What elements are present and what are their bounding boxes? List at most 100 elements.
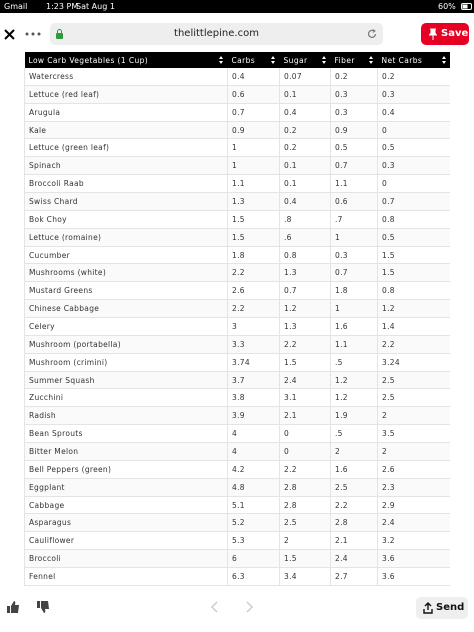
- value-cell: 0.8: [279, 246, 331, 265]
- header-label: Sugar: [283, 55, 308, 65]
- value-cell: 4: [227, 442, 280, 461]
- forward-arrow[interactable]: [246, 601, 254, 613]
- table-row: Fennel 6.3 3.4 2.7 3.6: [24, 567, 450, 586]
- close-button[interactable]: [4, 29, 15, 40]
- value-cell: 2.2: [227, 299, 280, 319]
- vegetable-cell: Chinese Cabbage: [24, 299, 228, 319]
- thumbs-up[interactable]: [6, 600, 20, 614]
- url-text: thelittlepine.com: [174, 28, 259, 39]
- sort-down-icon: [218, 61, 223, 64]
- sort-up-icon: [368, 56, 373, 59]
- value-cell: 1.5: [377, 263, 450, 283]
- value-cell: 2.2: [377, 335, 450, 354]
- sort-down-icon: [441, 61, 446, 64]
- sort-down-icon: [270, 61, 275, 64]
- column-header[interactable]: Carbs: [227, 52, 280, 68]
- vegetable-cell: Zucchini: [24, 388, 228, 408]
- vegetable-cell: Mustard Greens: [24, 281, 228, 301]
- column-header[interactable]: Fiber: [330, 52, 378, 68]
- value-cell: .8: [279, 210, 331, 229]
- value-cell: 1.1: [330, 174, 378, 194]
- vegetable-cell: Broccoli: [24, 549, 228, 569]
- value-cell: 1.4: [377, 317, 450, 336]
- nutrition-table: Low Carb Vegetables (1 Cup) Carbs Sugar Fib…: [24, 52, 450, 586]
- vegetable-cell: Bitter Melon: [24, 442, 228, 461]
- value-cell: 1.3: [279, 317, 331, 336]
- menu-button[interactable]: [25, 32, 41, 36]
- column-header[interactable]: Net Carbs: [377, 52, 450, 68]
- save-label: Save: [441, 28, 469, 39]
- value-cell: 1.1: [227, 174, 280, 194]
- table-row: Lettuce (green leaf) 1 0.2 0.5 0.5: [24, 138, 450, 158]
- value-cell: 1.2: [330, 371, 378, 390]
- value-cell: 1.1: [330, 335, 378, 354]
- value-cell: 0.5: [330, 138, 378, 158]
- column-header[interactable]: Low Carb Vegetables (1 Cup): [24, 52, 228, 68]
- value-cell: 3.2: [377, 531, 450, 551]
- value-cell: 2.5: [279, 513, 331, 533]
- value-cell: 2.8: [330, 513, 378, 533]
- vegetable-cell: Arugula: [24, 103, 228, 122]
- thumbs-down[interactable]: [36, 600, 50, 614]
- table-body: Watercress 0.4 0.07 0.2 0.2 Lettuce (red leaf…: [24, 68, 450, 586]
- value-cell: 0.4: [279, 192, 331, 211]
- value-cell: 2.7: [330, 567, 378, 586]
- value-cell: 0.9: [227, 121, 280, 140]
- status-bar: Gmail 1:23 PM Sat Aug 1 60%: [0, 0, 474, 13]
- vegetable-cell: Lettuce (green leaf): [24, 138, 228, 158]
- value-cell: 0.6: [330, 192, 378, 211]
- table-row: Eggplant 4.8 2.8 2.5 2.3: [24, 478, 450, 497]
- table-row: Cucumber 1.8 0.8 0.3 1.5: [24, 246, 450, 265]
- table-container: Low Carb Vegetables (1 Cup) Carbs Sugar Fib…: [24, 52, 450, 588]
- table-row: Bitter Melon 4 0 2 2: [24, 442, 450, 461]
- value-cell: 2.5: [377, 388, 450, 408]
- value-cell: 1.5: [279, 549, 331, 569]
- send-button[interactable]: Send: [416, 597, 468, 619]
- back-app[interactable]: Gmail: [4, 2, 28, 11]
- sort-down-icon: [368, 61, 373, 64]
- value-cell: 0.3: [330, 85, 378, 104]
- bottom-bar: Send: [0, 588, 474, 632]
- value-cell: 1: [227, 156, 280, 176]
- save-button[interactable]: Save: [421, 23, 469, 45]
- value-cell: 2.2: [279, 460, 331, 479]
- value-cell: 0: [279, 424, 331, 444]
- table-row: Spinach 1 0.1 0.7 0.3: [24, 156, 450, 176]
- header-row: Low Carb Vegetables (1 Cup) Carbs Sugar Fib…: [24, 52, 450, 68]
- table-row: Watercress 0.4 0.07 0.2 0.2: [24, 68, 450, 86]
- reload-icon[interactable]: [367, 29, 377, 39]
- vegetable-cell: Radish: [24, 406, 228, 426]
- sort-up-icon: [270, 56, 275, 59]
- url-bar[interactable]: thelittlepine.com: [50, 23, 383, 45]
- value-cell: 1.5: [227, 210, 280, 229]
- value-cell: 6: [227, 549, 280, 569]
- value-cell: 1.2: [330, 388, 378, 408]
- value-cell: 1.8: [227, 246, 280, 265]
- value-cell: 6.3: [227, 567, 280, 586]
- time: 1:23 PM: [46, 2, 79, 11]
- column-header[interactable]: Sugar: [279, 52, 331, 68]
- value-cell: 0.7: [330, 263, 378, 283]
- table-row: Chinese Cabbage 2.2 1.2 1 1.2: [24, 299, 450, 319]
- value-cell: 1: [227, 138, 280, 158]
- value-cell: 2.4: [377, 513, 450, 533]
- table-row: Mushrooms (white) 2.2 1.3 0.7 1.5: [24, 263, 450, 283]
- value-cell: 2.2: [227, 263, 280, 283]
- value-cell: 2.8: [279, 496, 331, 515]
- value-cell: 0.8: [377, 281, 450, 301]
- value-cell: 1.2: [279, 299, 331, 319]
- value-cell: 2: [279, 531, 331, 551]
- vegetable-cell: Eggplant: [24, 478, 228, 497]
- table-row: Celery 3 1.3 1.6 1.4: [24, 317, 450, 336]
- value-cell: .6: [279, 228, 331, 247]
- value-cell: 3.6: [377, 549, 450, 569]
- value-cell: 2.4: [330, 549, 378, 569]
- table-row: Bell Peppers (green) 4.2 2.2 1.6 2.6: [24, 460, 450, 479]
- back-arrow[interactable]: [210, 601, 218, 613]
- vegetable-cell: Kale: [24, 121, 228, 140]
- value-cell: 0.9: [330, 121, 378, 140]
- vegetable-cell: Summer Squash: [24, 371, 228, 390]
- value-cell: 0.1: [279, 174, 331, 194]
- value-cell: 0.7: [227, 103, 280, 122]
- value-cell: 2.1: [330, 531, 378, 551]
